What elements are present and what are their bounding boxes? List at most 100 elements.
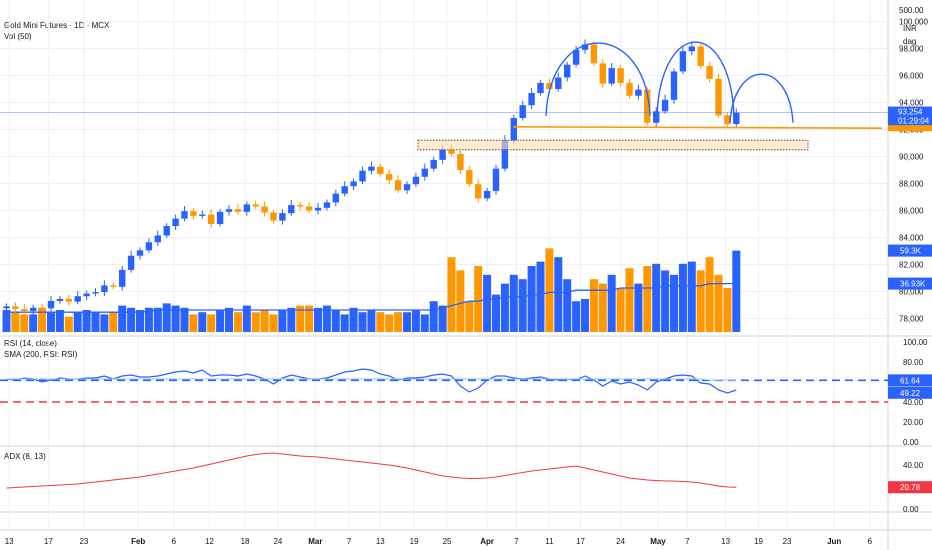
volume-bar	[2, 310, 11, 332]
volume-bar	[687, 261, 696, 332]
volume-bar	[429, 301, 438, 332]
price-tick-label: 86,000	[899, 207, 924, 216]
candle-body	[555, 77, 562, 89]
x-tick-label: 13	[5, 537, 14, 546]
candle-body	[12, 306, 19, 310]
volume-bar	[598, 283, 607, 332]
volume-bar	[634, 283, 643, 332]
volume-bar	[55, 310, 64, 332]
volume-bar	[278, 310, 287, 332]
volume-bar	[314, 307, 322, 332]
volume-bar	[411, 310, 420, 332]
volume-bar	[456, 270, 465, 332]
volume-bar	[38, 307, 47, 332]
candle-body	[724, 115, 731, 125]
volume-bar	[29, 314, 38, 332]
candle-body	[47, 300, 55, 309]
volume-bar	[216, 310, 225, 332]
candle-body	[430, 159, 437, 169]
volume-bar	[438, 305, 447, 332]
volume-bar	[109, 312, 118, 332]
last-price-tag	[888, 106, 932, 127]
x-tick-label: 24	[273, 537, 282, 546]
candle-body	[323, 202, 331, 208]
x-tick-label: 7	[347, 537, 352, 546]
rsi-line	[6, 368, 737, 394]
volume-bar	[536, 261, 545, 332]
volume-bar	[251, 312, 260, 332]
volume-bar	[509, 274, 518, 332]
volume-bar	[518, 279, 527, 332]
candle-body	[386, 174, 393, 181]
x-tick-label: 25	[443, 537, 452, 546]
x-tick-label: 11	[545, 537, 554, 546]
volume-bar	[705, 257, 714, 332]
candle-body	[261, 206, 268, 213]
rsi-tick-label: 20.00	[903, 418, 924, 427]
volume-bar	[20, 314, 29, 332]
candle-body	[653, 111, 660, 123]
volume-bar	[661, 270, 670, 332]
candle-body	[297, 205, 304, 207]
volume-bar	[269, 314, 278, 332]
candle-body	[733, 112, 740, 125]
volume-bar	[723, 288, 732, 332]
x-tick-label: Jun	[827, 537, 841, 546]
volume-bar	[652, 263, 661, 332]
volume-bar	[225, 307, 233, 332]
x-tick-label: 24	[616, 537, 625, 546]
rsi-sma-label: 49.22	[900, 389, 921, 398]
volume-bar	[171, 305, 180, 332]
adx-last-label: 20.78	[900, 483, 921, 492]
volume-bar	[447, 257, 456, 332]
volume-bar	[714, 274, 723, 332]
volume-bar	[118, 305, 127, 332]
neckline-tag	[888, 125, 932, 132]
candle-body	[83, 293, 90, 297]
candle-body	[216, 211, 224, 224]
price-tick-label: 98,000	[899, 45, 924, 54]
x-tick-label: 7	[514, 537, 519, 546]
volume-bar	[64, 316, 73, 332]
volume-bar	[367, 310, 376, 332]
candle-body	[670, 71, 678, 100]
price-tick-label: 96,000	[899, 72, 924, 81]
volume-bar	[349, 307, 358, 332]
price-tick-label: 94,000	[899, 99, 924, 108]
candle-body	[715, 78, 722, 116]
x-tick-label: May	[650, 537, 666, 546]
volume-bar	[545, 248, 554, 332]
x-tick-label: 12	[205, 537, 214, 546]
candle-body	[145, 242, 153, 251]
volume-bar	[287, 307, 296, 332]
volume-bar	[376, 312, 385, 332]
candle-body	[234, 209, 242, 212]
candle-body	[483, 190, 491, 199]
volume-bar	[153, 307, 162, 332]
candle-body	[305, 206, 313, 211]
volume-bar	[643, 266, 652, 332]
candle-body	[403, 184, 411, 191]
candle-body	[136, 250, 144, 256]
candle-body	[154, 235, 161, 243]
candle-body	[412, 176, 420, 185]
rsi-tick-label: 80.00	[903, 358, 924, 367]
volume-bar	[198, 312, 207, 332]
candle-body	[466, 170, 473, 185]
adx-line	[6, 452, 737, 489]
volume-bar	[136, 310, 144, 332]
x-tick-label: Feb	[131, 537, 145, 546]
volume-bar	[100, 314, 109, 332]
x-tick-label: 19	[754, 537, 763, 546]
candle-body	[288, 205, 295, 214]
candle-body	[181, 211, 188, 219]
volume-bar	[127, 307, 136, 332]
candle-body	[439, 149, 446, 160]
volume-bar	[572, 301, 581, 332]
volume-bar	[678, 263, 687, 332]
candle-body	[661, 99, 669, 112]
price-tick-label: 80,000	[899, 288, 924, 297]
volume-bar	[162, 303, 171, 332]
candle-body	[537, 82, 544, 94]
